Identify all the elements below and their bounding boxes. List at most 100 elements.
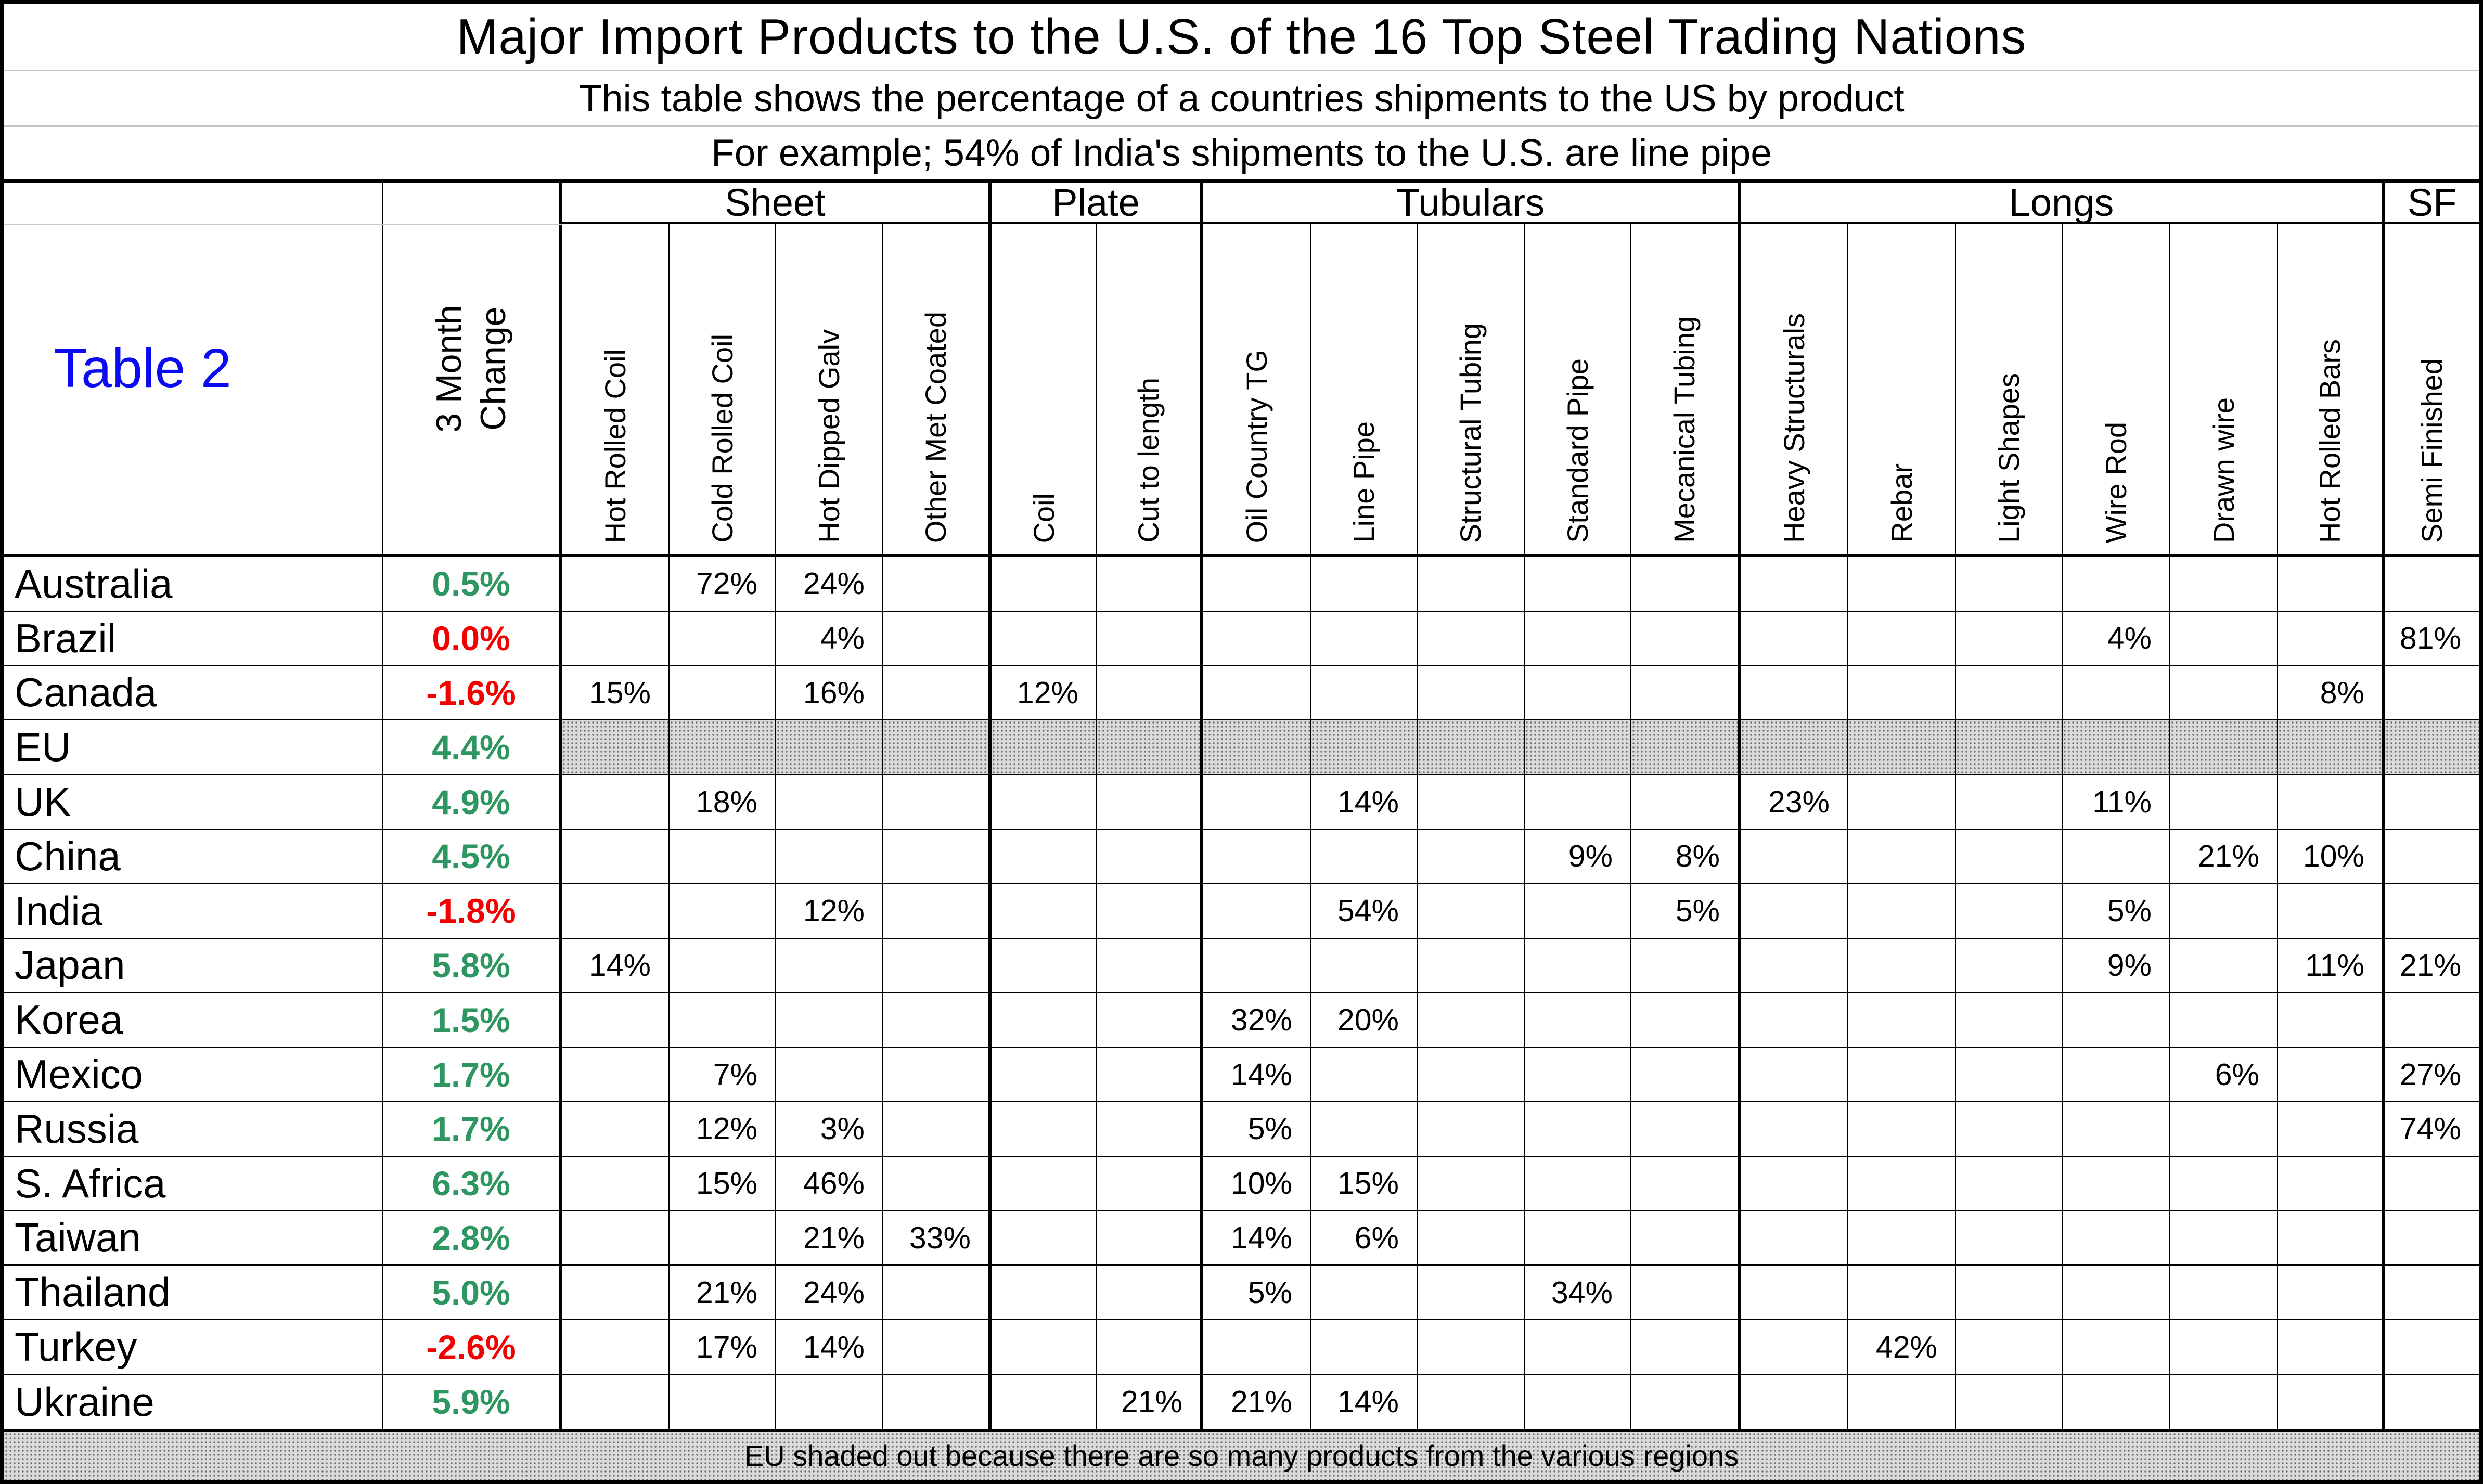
table-description: This table shows the percentage of a cou… xyxy=(578,77,1905,120)
data-cell xyxy=(1956,666,2063,721)
data-cell xyxy=(2170,938,2278,993)
data-cell: 12% xyxy=(776,884,883,939)
column-header-text: Structural Tubing xyxy=(1454,322,1487,543)
data-cell xyxy=(883,829,992,884)
change-value: 6.3% xyxy=(383,1156,562,1211)
column-header: Drawn wire xyxy=(2170,224,2278,557)
data-cell xyxy=(1848,1156,1956,1211)
data-cell-text: 5% xyxy=(2107,894,2152,928)
data-cell: 10% xyxy=(2278,829,2385,884)
data-cell xyxy=(1741,884,1848,939)
data-cell: 21% xyxy=(670,1266,776,1321)
data-cell-text: 23% xyxy=(1768,784,1830,819)
data-cell xyxy=(1848,884,1956,939)
data-cell xyxy=(2170,884,2278,939)
data-cell xyxy=(562,993,670,1048)
column-header: Cold Rolled Coil xyxy=(670,224,776,557)
group-header-sheet-text: Sheet xyxy=(725,183,826,224)
change-value: 5.8% xyxy=(383,938,562,993)
column-header-text: Hot Rolled Coil xyxy=(598,349,632,544)
data-cell xyxy=(992,720,1097,776)
data-cell xyxy=(1203,720,1311,776)
change-value: 0.5% xyxy=(383,557,562,612)
country-label-text: China xyxy=(15,833,121,879)
data-cell xyxy=(562,611,670,666)
change-value-text: 4.5% xyxy=(432,837,510,876)
data-cell xyxy=(992,884,1097,939)
group-header-longs-text: Longs xyxy=(2009,183,2114,224)
data-cell xyxy=(776,938,883,993)
data-cell xyxy=(776,775,883,830)
data-cell-text: 12% xyxy=(803,894,865,928)
data-cell xyxy=(2063,1156,2170,1211)
data-cell xyxy=(2170,1374,2278,1429)
data-cell: 32% xyxy=(1203,993,1311,1048)
data-cell: 54% xyxy=(1311,884,1418,939)
data-cell: 8% xyxy=(2278,666,2385,721)
data-cell xyxy=(1956,829,2063,884)
data-cell-text: 11% xyxy=(2092,784,2152,819)
separator-line xyxy=(4,70,2479,71)
data-cell-text: 4% xyxy=(2107,621,2152,656)
data-cell xyxy=(1203,611,1311,666)
column-header: Wire Rod xyxy=(2063,224,2170,557)
change-value: 4.4% xyxy=(383,720,562,776)
data-cell xyxy=(992,1320,1097,1375)
column-header: Cut to length xyxy=(1097,224,1203,557)
data-cell-text: 21% xyxy=(2399,948,2461,983)
change-value-text: 5.0% xyxy=(432,1273,510,1312)
data-cell-text: 9% xyxy=(1568,839,1613,874)
data-cell xyxy=(1631,611,1741,666)
data-cell xyxy=(1956,1156,2063,1211)
data-cell: 21% xyxy=(776,1211,883,1266)
country-label-text: Japan xyxy=(15,942,125,988)
column-header: Coil xyxy=(992,224,1097,557)
column-header: Light Shapes xyxy=(1956,224,2063,557)
country-label-text: Korea xyxy=(15,997,123,1043)
data-cell-text: 15% xyxy=(1337,1166,1399,1201)
data-cell: 14% xyxy=(1203,1048,1311,1102)
country-label: Canada xyxy=(4,666,383,721)
column-header: Structural Tubing xyxy=(1418,224,1525,557)
table-example-note: For example; 54% of India's shipments to… xyxy=(711,132,1772,174)
data-cell xyxy=(1631,1266,1741,1321)
data-cell: 12% xyxy=(992,666,1097,721)
data-cell xyxy=(2385,993,2479,1048)
data-cell xyxy=(1418,1156,1525,1211)
data-cell xyxy=(1525,938,1631,993)
data-cell xyxy=(1203,557,1311,612)
data-cell xyxy=(1956,720,2063,776)
data-cell xyxy=(2385,666,2479,721)
data-cell xyxy=(562,829,670,884)
data-cell xyxy=(1631,1211,1741,1266)
data-cell xyxy=(883,993,992,1048)
data-cell xyxy=(1311,1320,1418,1375)
data-cell xyxy=(1311,1048,1418,1102)
data-cell xyxy=(1418,1320,1525,1375)
data-cell-text: 14% xyxy=(1337,1385,1399,1420)
data-cell xyxy=(2063,829,2170,884)
country-label-text: Australia xyxy=(15,560,173,606)
group-header-sf-text: SF xyxy=(2407,183,2457,224)
country-label-text: Turkey xyxy=(15,1324,137,1370)
country-label-text: India xyxy=(15,887,103,934)
data-cell xyxy=(1525,1320,1631,1375)
data-cell xyxy=(1956,557,2063,612)
data-cell xyxy=(1741,1320,1848,1375)
data-cell: 5% xyxy=(1203,1102,1311,1157)
column-header-text: Other Met Coated xyxy=(919,311,952,543)
change-value-text: 1.5% xyxy=(432,1000,510,1039)
data-cell xyxy=(883,611,992,666)
change-value-text: 5.9% xyxy=(432,1383,510,1422)
data-cell-text: 42% xyxy=(1875,1330,1937,1364)
column-header: Rebar xyxy=(1848,224,1956,557)
data-cell xyxy=(1097,1048,1203,1102)
data-cell xyxy=(2278,720,2385,776)
data-cell xyxy=(1741,1102,1848,1157)
data-cell xyxy=(1311,666,1418,721)
data-cell xyxy=(2278,1211,2385,1266)
country-label: China xyxy=(4,829,383,884)
data-cell xyxy=(1097,993,1203,1048)
data-cell xyxy=(1631,1156,1741,1211)
column-header: Hot Rolled Bars xyxy=(2278,224,2385,557)
